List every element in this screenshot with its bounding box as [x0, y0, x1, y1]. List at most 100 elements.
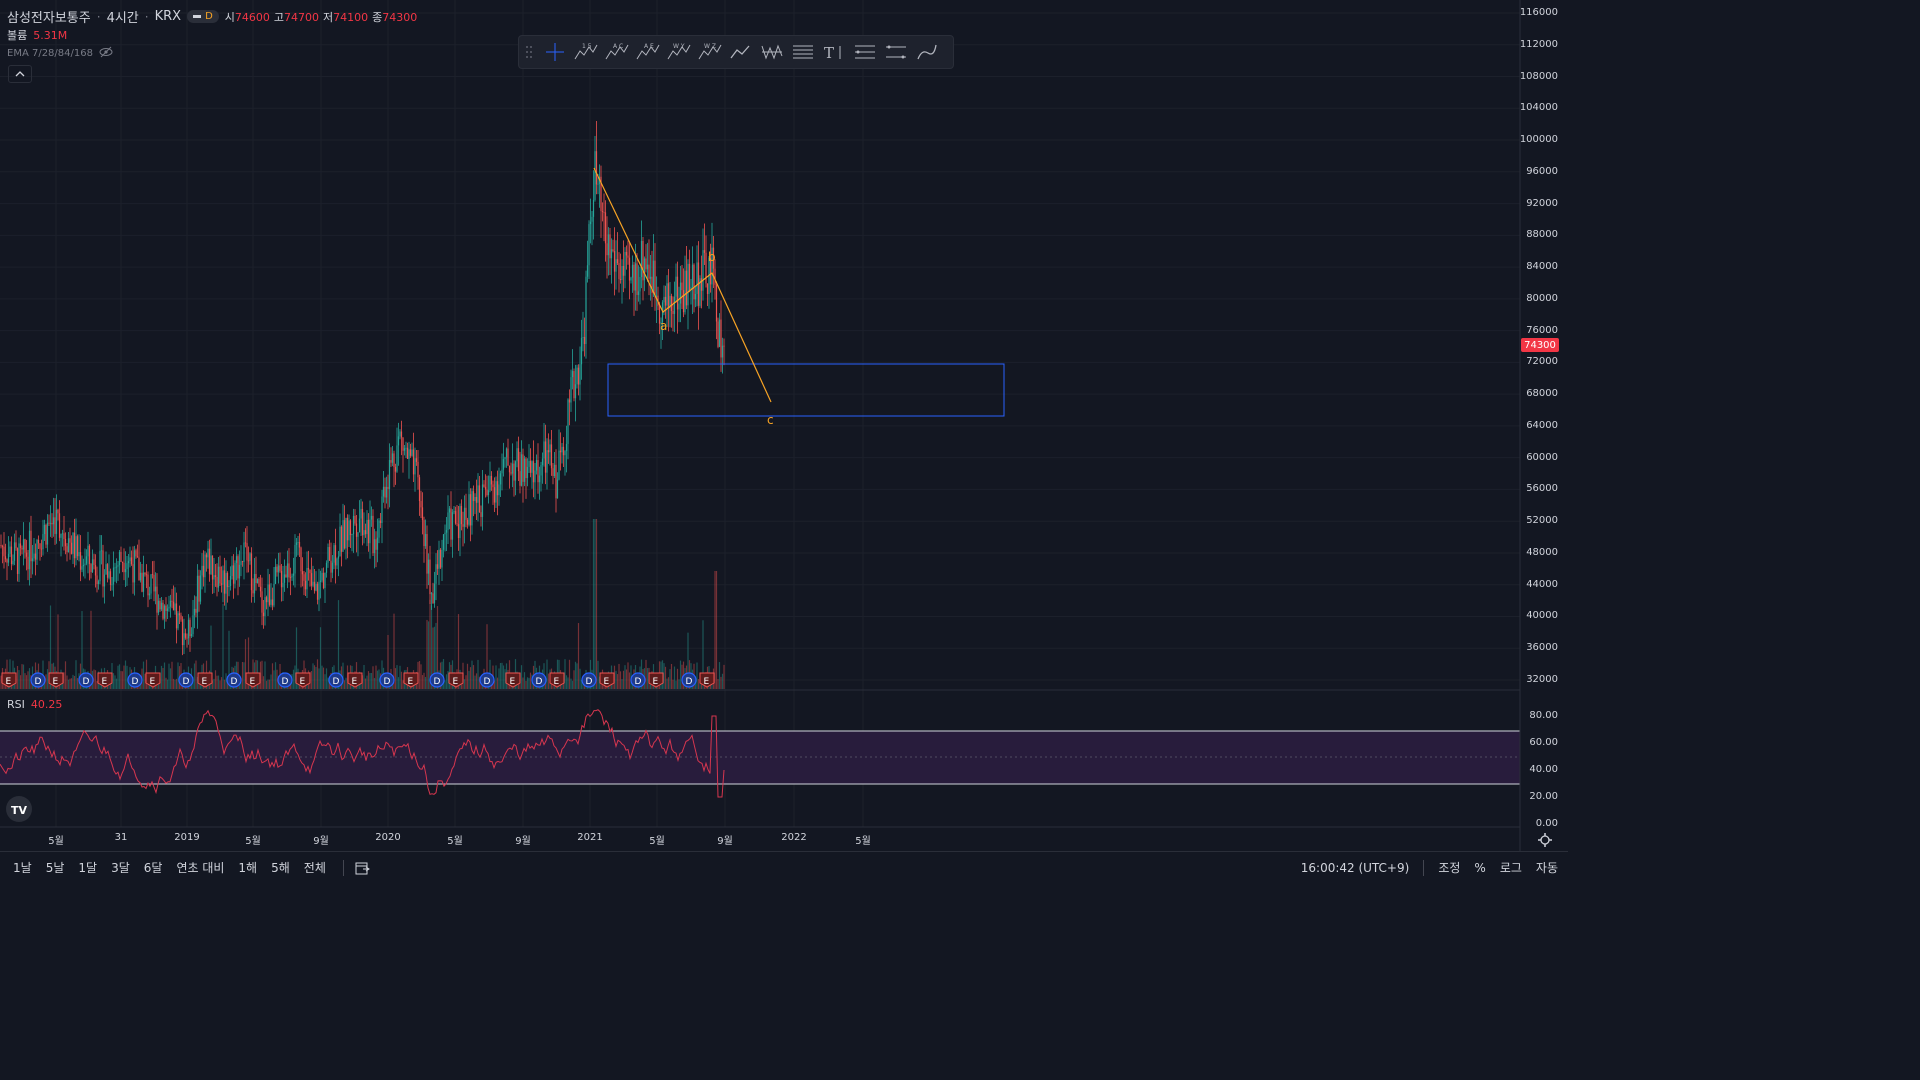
earnings-marker[interactable]: E	[48, 672, 64, 688]
candle-body	[534, 470, 536, 483]
lines-icon[interactable]	[787, 37, 818, 67]
earnings-marker[interactable]: E	[699, 672, 715, 688]
earnings-marker[interactable]: E	[145, 672, 161, 688]
drawing-toolbar[interactable]: 1 5 A C A E W Y W Z T	[518, 35, 954, 69]
elliott-wave-line[interactable]	[593, 167, 772, 403]
adjust-toggle[interactable]: 조정	[1438, 861, 1461, 875]
candle-body	[666, 283, 668, 306]
volume-bar	[418, 660, 421, 689]
dividend-marker[interactable]: D	[277, 672, 293, 688]
text-icon[interactable]: T	[818, 37, 849, 67]
dividend-marker[interactable]: D	[531, 672, 547, 688]
dividend-marker[interactable]: D	[630, 672, 646, 688]
market-status-badge[interactable]: D	[187, 10, 219, 23]
earnings-marker[interactable]: E	[549, 672, 565, 688]
candle-body	[522, 454, 524, 482]
volume-bar	[66, 675, 68, 689]
volume-bar	[574, 661, 577, 689]
dividend-marker[interactable]: D	[78, 672, 94, 688]
elliott-impulse-icon[interactable]: 1 5	[570, 37, 601, 67]
fib-channel-icon[interactable]	[849, 37, 880, 67]
range-button[interactable]: 3달	[111, 861, 130, 875]
auto-toggle[interactable]: 자동	[1535, 861, 1558, 875]
symbol-legend[interactable]: 삼성전자보통주 · 4시간 · KRX D 시74600 고74700 저74100…	[7, 7, 421, 26]
elliott-triangle-icon[interactable]: A E	[632, 37, 663, 67]
target-zone-box[interactable]	[607, 363, 1005, 417]
pattern-icon[interactable]	[756, 37, 787, 67]
earnings-marker[interactable]: E	[403, 672, 419, 688]
earnings-marker[interactable]: E	[295, 672, 311, 688]
candle-body	[403, 448, 406, 451]
volume-bar	[292, 669, 295, 689]
settings-gear-icon[interactable]	[1538, 832, 1552, 851]
candle-body	[658, 306, 661, 324]
candle-body	[525, 458, 527, 479]
candle-body	[207, 548, 209, 558]
dividend-marker[interactable]: D	[379, 672, 395, 688]
range-button[interactable]: 1달	[78, 861, 98, 875]
range-button[interactable]: 전체	[303, 861, 326, 875]
clock-timezone[interactable]: 16:00:42 (UTC+9)	[1300, 860, 1410, 875]
elliott-triple-combo-icon[interactable]: W Z	[694, 37, 725, 67]
dividend-marker[interactable]: D	[226, 672, 242, 688]
range-button[interactable]: 5해	[271, 861, 290, 875]
parallel-channel-icon[interactable]	[880, 37, 911, 67]
hidden-eye-icon[interactable]	[99, 46, 113, 61]
svg-text:T: T	[824, 44, 834, 61]
path-icon[interactable]	[725, 37, 756, 67]
log-toggle[interactable]: 로그	[1499, 861, 1522, 875]
range-button[interactable]: 연초 대비	[176, 861, 225, 875]
brush-icon[interactable]	[911, 37, 942, 67]
earnings-marker[interactable]: E	[97, 672, 113, 688]
dividend-marker[interactable]: D	[328, 672, 344, 688]
volume-bar	[163, 662, 166, 689]
symbol-interval[interactable]: 4시간	[106, 11, 139, 26]
dividend-marker[interactable]: D	[479, 672, 495, 688]
range-button[interactable]: 1날	[13, 861, 32, 875]
price-axis[interactable]: 116000 112000 108000 104000 100000 96000 92000…	[1520, 0, 1568, 690]
elliott-correction-icon[interactable]: A C	[601, 37, 632, 67]
candle-body	[549, 444, 551, 453]
price-tick-label: 48000	[1526, 546, 1558, 558]
time-axis[interactable]: 5월 31 2019 5월 9월 2020 5월 9월 2021 5월 9월 2022 5월	[0, 828, 1520, 850]
elliott-double-combo-icon[interactable]: W Y	[663, 37, 694, 67]
candle-body	[610, 249, 613, 259]
symbol-name[interactable]: 삼성전자보통주	[7, 11, 91, 26]
rsi-legend[interactable]: RSI 40.25	[7, 698, 62, 711]
dividend-marker[interactable]: D	[581, 672, 597, 688]
earnings-marker[interactable]: E	[1, 672, 17, 688]
goto-date-icon[interactable]	[354, 860, 370, 876]
dividend-marker[interactable]: D	[127, 672, 143, 688]
candle-body	[457, 524, 460, 539]
candle-body	[36, 539, 38, 560]
earnings-marker[interactable]: E	[448, 672, 464, 688]
earnings-marker[interactable]: E	[505, 672, 521, 688]
dividend-marker[interactable]: D	[429, 672, 445, 688]
dividend-marker[interactable]: D	[30, 672, 46, 688]
dividend-marker[interactable]: D	[178, 672, 194, 688]
candle-body	[162, 602, 164, 619]
dividend-marker[interactable]: D	[681, 672, 697, 688]
earnings-marker[interactable]: E	[648, 672, 664, 688]
candle-body	[580, 337, 583, 365]
candle-body	[259, 586, 262, 592]
collapse-legend-button[interactable]	[8, 65, 32, 83]
volume-value: 5.31M	[33, 28, 68, 42]
percent-toggle[interactable]: %	[1474, 860, 1486, 875]
earnings-marker[interactable]: E	[197, 672, 213, 688]
earnings-marker[interactable]: E	[245, 672, 261, 688]
ema-legend[interactable]: EMA 7/28/84/168	[7, 46, 113, 61]
earnings-marker[interactable]: E	[347, 672, 363, 688]
crosshair-icon[interactable]	[539, 37, 570, 67]
drag-handle-icon[interactable]	[519, 37, 539, 67]
range-button[interactable]: 5날	[45, 861, 65, 875]
candle-body	[379, 520, 382, 524]
tradingview-logo[interactable]: TV	[6, 796, 32, 822]
candle-body	[373, 539, 376, 554]
range-button[interactable]: 6달	[143, 861, 163, 875]
range-button[interactable]: 1해	[238, 861, 258, 875]
chart-canvas[interactable]: E D E D E D E D E D E D E D E D E D E D E D E D E D E D E a b c TV	[0, 0, 1568, 851]
rsi-axis[interactable]: 80.00 60.00 40.00 20.00 0.00	[1521, 691, 1568, 829]
earnings-marker[interactable]: E	[599, 672, 615, 688]
volume-legend[interactable]: 볼륨 5.31M	[7, 27, 67, 43]
